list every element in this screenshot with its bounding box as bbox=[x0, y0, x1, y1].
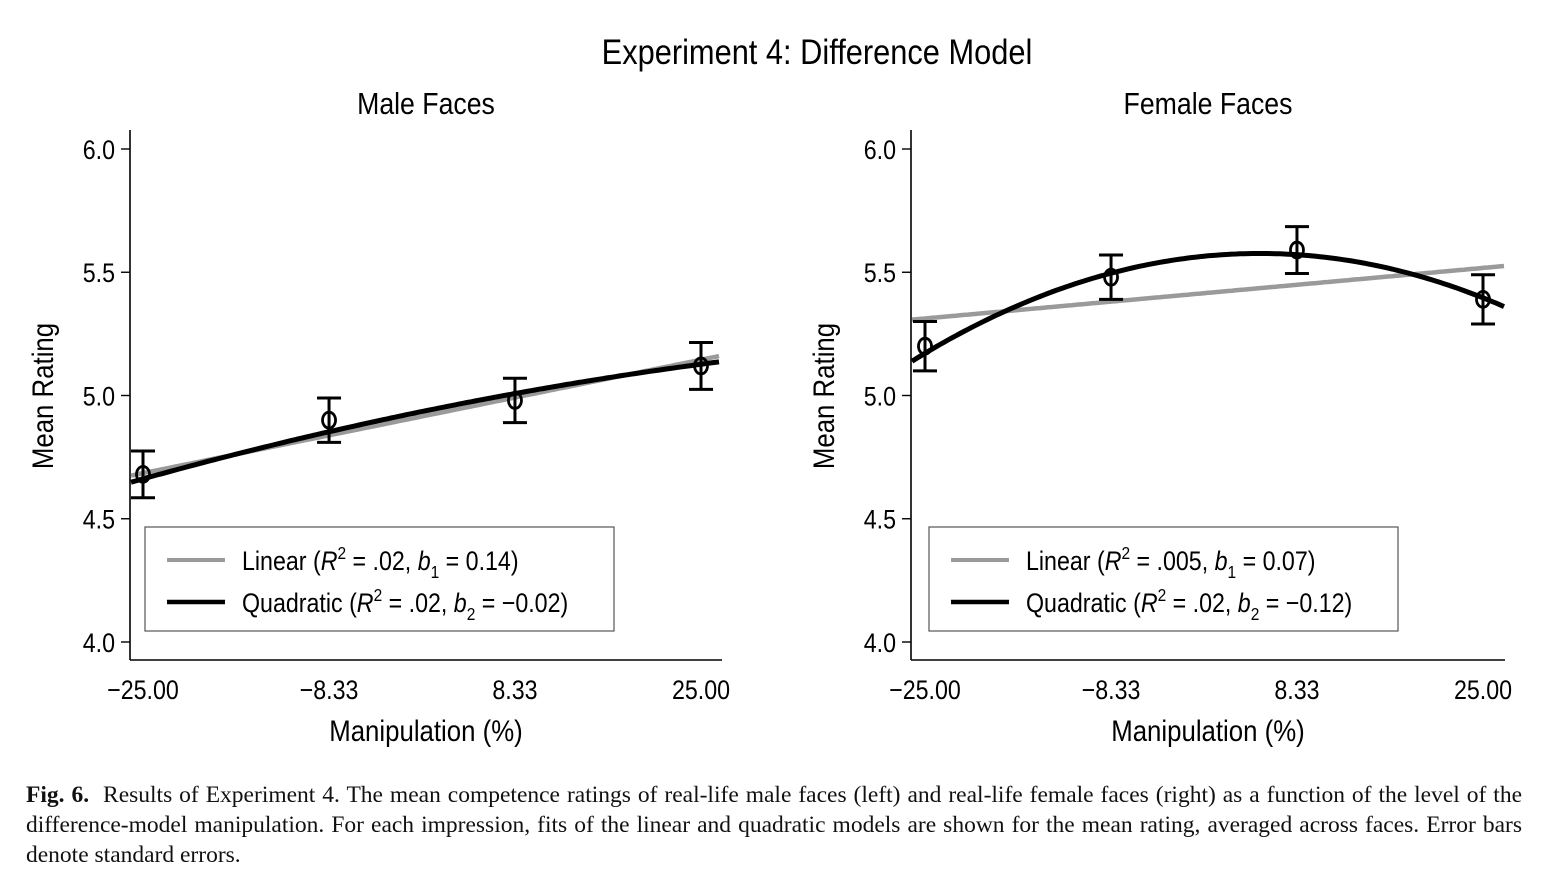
y-tick-label: 5.5 bbox=[83, 259, 115, 289]
legend-coef-symbol: b bbox=[1215, 546, 1228, 576]
legend-text: Linear ( bbox=[1026, 546, 1105, 576]
x-tick-label: −8.33 bbox=[1082, 675, 1141, 705]
x-tick-label: 25.00 bbox=[672, 675, 730, 705]
x-tick-label: −8.33 bbox=[300, 675, 359, 705]
y-tick-label: 4.0 bbox=[83, 628, 115, 658]
caption-label: Fig. 6. bbox=[26, 782, 90, 808]
x-axis-label: Manipulation (%) bbox=[1111, 714, 1305, 747]
y-tick-label: 4.0 bbox=[864, 628, 896, 658]
legend-coef-value: = 0.14) bbox=[439, 546, 518, 576]
y-tick-label: 6.0 bbox=[864, 135, 896, 165]
legend-superscript: 2 bbox=[1121, 543, 1130, 563]
y-axis-label: Mean Rating bbox=[26, 323, 59, 469]
y-tick-label: 6.0 bbox=[83, 135, 115, 165]
figure-canvas: Experiment 4: Difference Model Male Face… bbox=[26, 32, 1512, 747]
x-tick-label: 8.33 bbox=[1274, 675, 1319, 705]
legend-r2-value: = .02, bbox=[382, 588, 454, 618]
legend-coef-value: = −0.02) bbox=[475, 588, 568, 618]
legend-label-quadratic: Quadratic (R2 = .02, b2 = −0.12) bbox=[1026, 585, 1352, 624]
x-tick-label: 25.00 bbox=[1454, 675, 1512, 705]
y-tick-label: 4.5 bbox=[83, 505, 115, 535]
y-tick-label: 4.5 bbox=[864, 505, 896, 535]
legend-coef-symbol: b bbox=[454, 588, 467, 618]
y-tick-label: 5.5 bbox=[864, 259, 896, 289]
figure-caption: Fig. 6. Results of Experiment 4. The mea… bbox=[26, 780, 1522, 870]
legend-subscript: 1 bbox=[1228, 562, 1237, 582]
figure-main-title: Experiment 4: Difference Model bbox=[602, 32, 1033, 71]
panel-title: Male Faces bbox=[357, 87, 495, 121]
legend-r2-value: = .02, bbox=[346, 546, 418, 576]
legend-r2-value: = .02, bbox=[1166, 588, 1238, 618]
data-point bbox=[321, 410, 337, 430]
y-tick-label: 5.0 bbox=[83, 382, 115, 412]
y-axis-label: Mean Rating bbox=[807, 323, 840, 469]
panel-male-faces: Male Faces 4.0 4.5 5.0 5.5 6.0 −25.00 −8.33 8.33… bbox=[26, 87, 730, 747]
legend-superscript: 2 bbox=[1158, 585, 1167, 605]
legend-label-quadratic: Quadratic (R2 = .02, b2 = −0.02) bbox=[242, 585, 568, 624]
legend-r-symbol: R bbox=[1105, 546, 1122, 576]
legend-text: Quadratic ( bbox=[242, 588, 357, 618]
legend-label-linear: Linear (R2 = .005, b1 = 0.07) bbox=[1026, 543, 1315, 582]
quadratic-fit-line bbox=[910, 251, 1506, 364]
legend-r-symbol: R bbox=[1141, 588, 1158, 618]
legend-r2-value: = .005, bbox=[1130, 546, 1215, 576]
legend-label-linear: Linear (R2 = .02, b1 = 0.14) bbox=[242, 543, 519, 582]
x-axis-label: Manipulation (%) bbox=[329, 714, 523, 747]
legend-box bbox=[928, 526, 1399, 632]
legend-superscript: 2 bbox=[374, 585, 383, 605]
data-point bbox=[1289, 240, 1305, 260]
legend-subscript: 2 bbox=[1251, 604, 1260, 624]
data-point bbox=[135, 464, 151, 484]
data-point bbox=[1103, 267, 1119, 287]
panel-female-faces: Female Faces 4.0 4.5 5.0 5.5 6.0 −25.00 −8.33 8.… bbox=[807, 87, 1512, 747]
legend-coef-symbol: b bbox=[418, 546, 431, 576]
legend-superscript: 2 bbox=[337, 543, 346, 563]
panel-title: Female Faces bbox=[1124, 87, 1293, 121]
data-point bbox=[917, 336, 933, 356]
legend-coef-value: = 0.07) bbox=[1236, 546, 1315, 576]
legend-coef-value: = −0.12) bbox=[1259, 588, 1352, 618]
legend: Linear (R2 = .005, b1 = 0.07)Quadratic (… bbox=[928, 526, 1399, 632]
legend-coef-symbol: b bbox=[1238, 588, 1251, 618]
x-tick-label: −25.00 bbox=[107, 675, 179, 705]
legend-text: Quadratic ( bbox=[1026, 588, 1141, 618]
legend-r-symbol: R bbox=[357, 588, 374, 618]
legend: Linear (R2 = .02, b1 = 0.14)Quadratic (R… bbox=[144, 526, 615, 632]
x-tick-label: −25.00 bbox=[889, 675, 961, 705]
x-tick-label: 8.33 bbox=[492, 675, 537, 705]
data-point bbox=[507, 391, 523, 410]
data-point bbox=[1475, 289, 1491, 309]
legend-box bbox=[144, 526, 615, 632]
legend-subscript: 1 bbox=[431, 562, 440, 582]
caption-text: Results of Experiment 4. The mean compet… bbox=[26, 782, 1522, 868]
legend-r-symbol: R bbox=[321, 546, 338, 576]
legend-subscript: 2 bbox=[467, 604, 476, 624]
legend-text: Linear ( bbox=[242, 546, 321, 576]
quadratic-fit-line bbox=[130, 359, 720, 485]
y-tick-label: 5.0 bbox=[864, 382, 896, 412]
data-point bbox=[693, 356, 709, 376]
